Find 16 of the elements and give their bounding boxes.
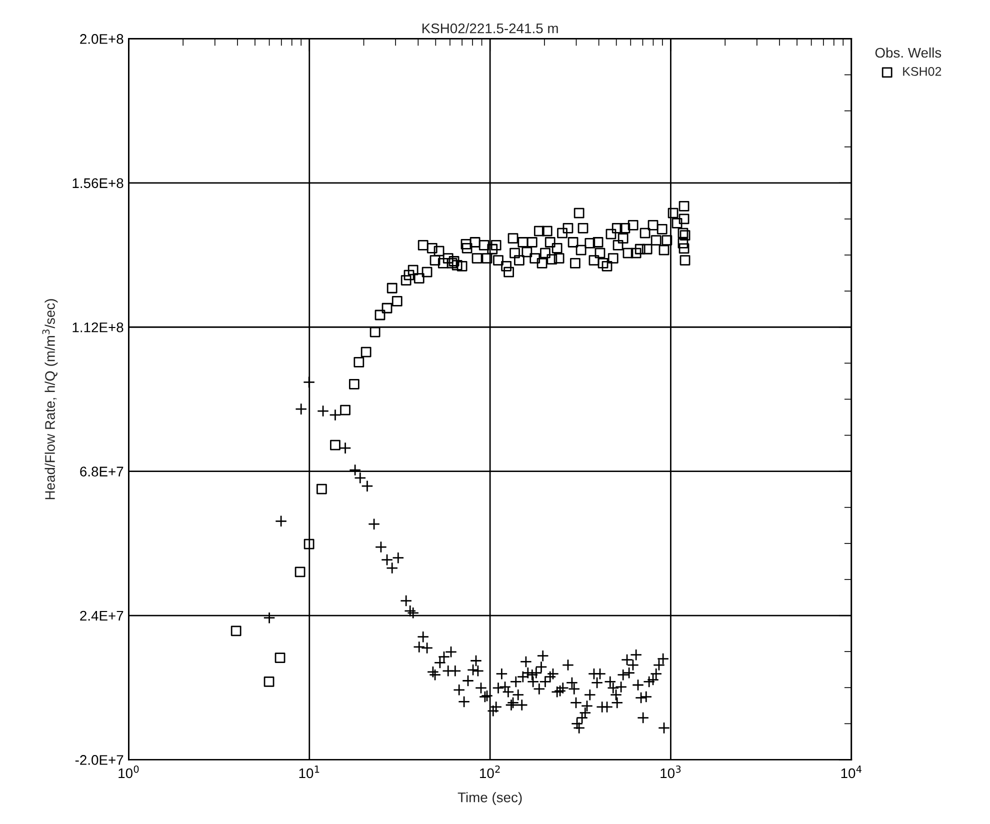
- x-tick-label: 10$^{1}$: [299, 766, 320, 778]
- y-tick-label: 2.0E+8: [80, 34, 124, 44]
- y-tick-label: 1.12E+8: [72, 322, 124, 332]
- x-tick-label: 10$^{4}$: [841, 766, 862, 778]
- x-axis-title: Time (sec): [458, 792, 522, 806]
- y-tick-label: 6.8E+7: [80, 466, 124, 476]
- legend-title: Obs. Wells: [875, 47, 942, 58]
- x-tick-label: 10$^{3}$: [660, 765, 681, 778]
- y-axis-title: Head/Flow Rate, h/Q (m/m$^{3}$/sec): [42, 299, 58, 500]
- legend-label: KSH02: [903, 67, 942, 76]
- y-tick-label: 1.56E+8: [72, 178, 124, 188]
- y-tick-label: 2.4E+7: [80, 610, 124, 621]
- y-tick-label: -2.0E+7: [75, 755, 124, 765]
- chart-title: KSH02/221.5-241.5 m: [422, 23, 558, 34]
- x-tick-label: 10$^{2}$: [480, 765, 500, 778]
- x-tick-label: 10$^{0}$: [118, 765, 139, 778]
